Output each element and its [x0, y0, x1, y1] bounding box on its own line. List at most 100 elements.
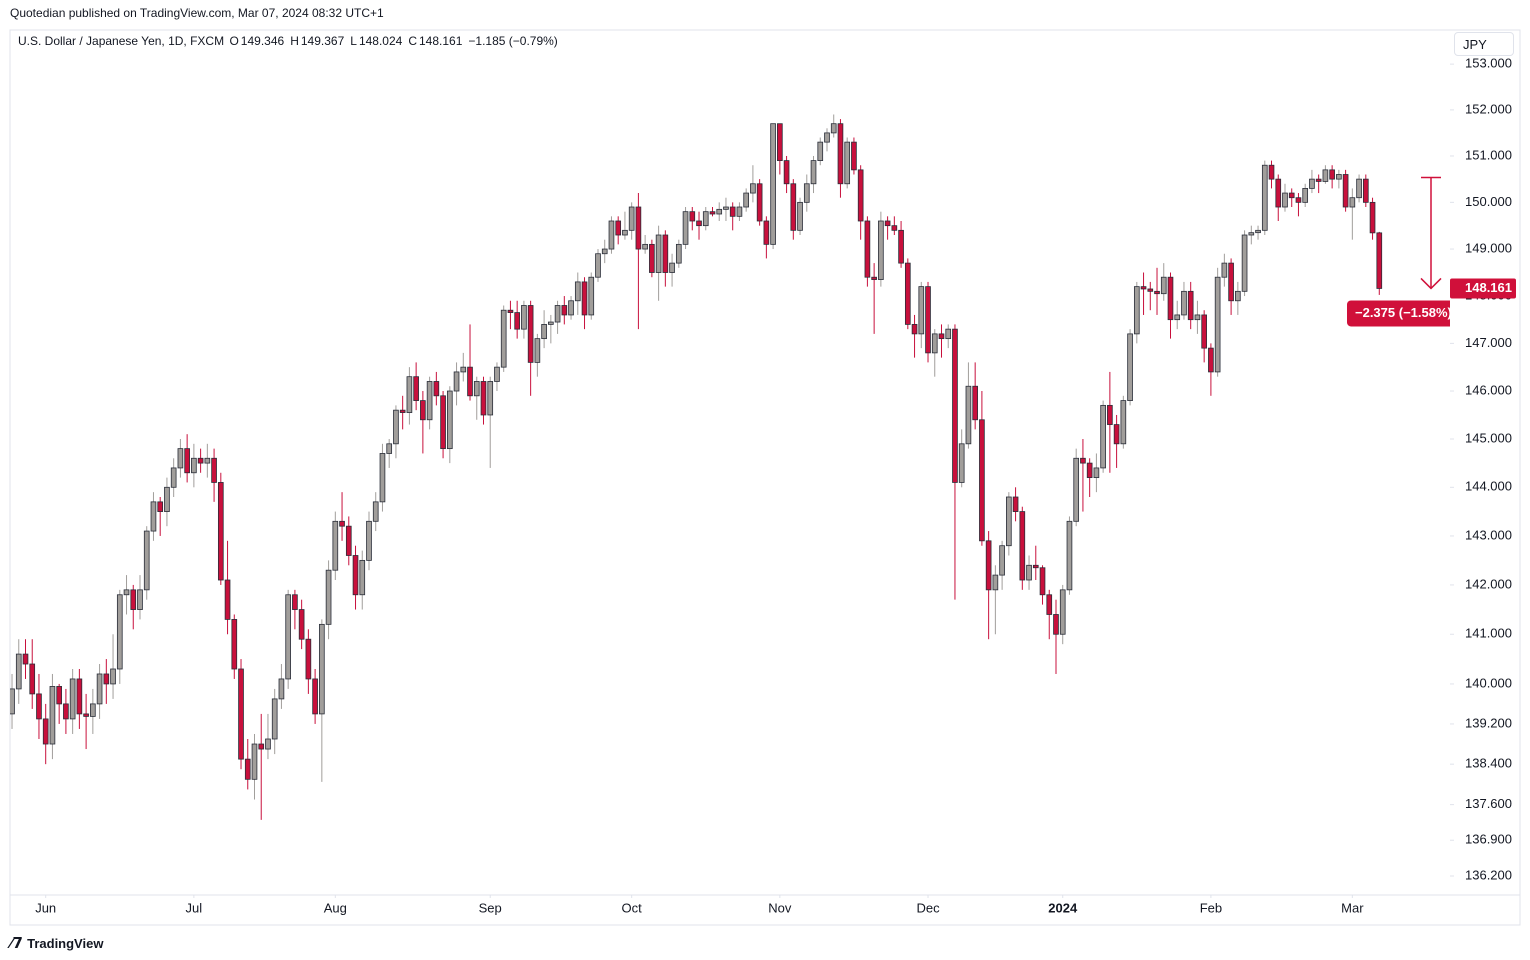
x-tick-label: Aug — [324, 900, 347, 915]
candle-body — [473, 381, 480, 397]
candle-body — [871, 276, 877, 280]
candle-body — [783, 160, 790, 185]
candle-body — [15, 653, 22, 690]
candle-body — [527, 305, 534, 363]
candle-body — [137, 589, 143, 610]
candle-body — [258, 743, 265, 750]
candle-body — [1309, 178, 1315, 189]
y-tick-label: 149.000 — [1465, 240, 1512, 255]
candle-body — [211, 457, 217, 483]
candle-body — [1059, 589, 1066, 635]
candle-body — [817, 141, 824, 162]
candle-body — [440, 395, 446, 450]
x-tick-label: Sep — [479, 900, 502, 915]
candle-body — [1255, 229, 1261, 234]
candle-body — [278, 678, 285, 700]
candle-body — [548, 321, 554, 325]
candle-body — [716, 208, 723, 215]
candle-body — [1107, 404, 1113, 425]
candle-body — [1093, 467, 1100, 479]
candle-body — [622, 229, 628, 236]
candle-body — [682, 211, 689, 245]
candle-body — [541, 324, 547, 340]
candle-body — [958, 443, 965, 483]
candle-body — [851, 141, 857, 171]
candle-body — [1113, 424, 1120, 445]
candle-body — [1356, 178, 1362, 199]
candle-body — [999, 545, 1005, 576]
candle-body — [857, 169, 864, 222]
candle-body — [669, 262, 675, 273]
candle-body — [143, 530, 150, 591]
candle-body — [399, 409, 406, 413]
candle-body — [1268, 164, 1275, 180]
candle-body — [514, 312, 520, 330]
price-label: 148.161 — [1465, 280, 1512, 295]
candle-body — [426, 381, 433, 421]
candle-body — [911, 324, 918, 335]
candle-body — [433, 381, 440, 397]
candle-body — [521, 305, 527, 330]
candle-body — [42, 718, 49, 745]
candle-body — [763, 220, 770, 245]
candle-body — [777, 123, 783, 162]
footer-brand: ⁄𝟳 TradingView — [10, 935, 104, 952]
candle-body — [366, 520, 372, 561]
candle-body — [561, 305, 568, 316]
y-tick-label: 138.400 — [1465, 756, 1512, 771]
y-tick-label: 146.000 — [1465, 382, 1512, 397]
candle-body — [601, 248, 608, 255]
candle-body — [1154, 290, 1160, 295]
candle-body — [1147, 288, 1154, 292]
candle-body — [1295, 197, 1302, 203]
candle-body — [271, 698, 278, 740]
candle-body — [1221, 262, 1228, 278]
candle-body — [352, 555, 359, 596]
candle-body — [824, 132, 830, 143]
candle-body — [446, 390, 453, 450]
candle-body — [217, 482, 224, 581]
currency-button[interactable]: JPY — [1454, 32, 1514, 56]
measure-label-box — [1347, 300, 1450, 327]
candle-body — [406, 376, 413, 413]
candle-body — [1282, 192, 1288, 208]
candle-body — [244, 758, 251, 780]
price-label-box — [1450, 278, 1516, 299]
candle-body — [480, 381, 487, 416]
candle-body — [467, 366, 473, 397]
candle-body — [22, 653, 29, 665]
candle-body — [938, 333, 945, 340]
candle-body — [1235, 290, 1241, 302]
candle-body — [110, 668, 116, 685]
y-tick-label: 143.000 — [1465, 527, 1512, 542]
candle-body — [1160, 276, 1167, 295]
candle-body — [238, 668, 244, 760]
candle-body — [931, 333, 938, 354]
candle-body — [1248, 232, 1255, 236]
candle-body — [588, 276, 595, 316]
candle-body — [750, 183, 756, 194]
candle-body — [1006, 496, 1012, 547]
candle-body — [702, 211, 709, 227]
candle-body — [332, 520, 339, 571]
candle-body — [231, 619, 238, 670]
candle-body — [723, 206, 729, 210]
candle-body — [1315, 178, 1322, 182]
candle-body — [170, 467, 177, 488]
ohlc-label: L — [350, 34, 357, 48]
y-tick-label: 136.200 — [1465, 867, 1512, 882]
candle-body — [1133, 286, 1140, 335]
candle-body — [1032, 564, 1039, 569]
x-tick-label: 2024 — [1048, 900, 1078, 915]
candle-body — [790, 183, 797, 231]
candle-body — [1322, 169, 1329, 182]
candle-body — [1039, 567, 1046, 596]
candle-body — [628, 206, 635, 231]
candle-body — [904, 262, 911, 325]
candle-body — [568, 300, 574, 316]
candle-body — [1019, 511, 1026, 581]
frame — [9, 29, 1521, 926]
candle-body — [655, 234, 662, 273]
candle-body — [1342, 174, 1349, 208]
